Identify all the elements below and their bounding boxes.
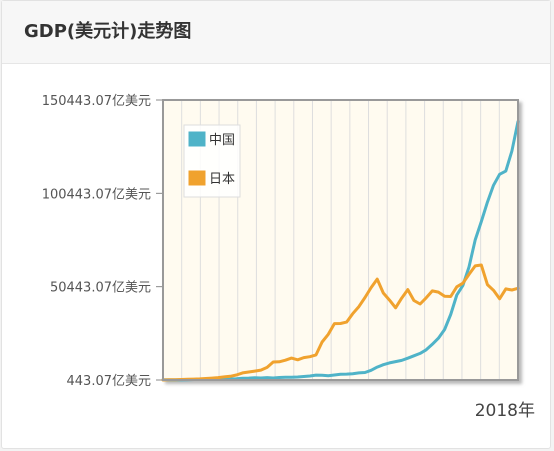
y-tick-label: 100443.07亿美元 — [42, 187, 151, 202]
gridlines — [181, 100, 500, 380]
plot-area-border — [162, 99, 519, 381]
legend-swatch-china — [187, 130, 207, 148]
y-tick-label: 443.07亿美元 — [67, 374, 152, 389]
y-tick-label: 150443.07亿美元 — [42, 94, 151, 109]
legend-label-china: 中国 — [209, 133, 235, 148]
card-header: GDP(美元计)走势图 — [2, 1, 550, 64]
legend-swatch-japan — [187, 169, 207, 187]
legend-label-japan: 日本 — [209, 172, 235, 187]
legend: 中国 日本 — [183, 124, 241, 198]
x-tick-label: 2018年 — [475, 401, 535, 421]
y-tick-label: 50443.07亿美元 — [50, 281, 151, 296]
chart-title: GDP(美元计)走势图 — [24, 21, 192, 42]
series-line-japan — [161, 263, 520, 382]
y-axis: 150443.07亿美元 100443.07亿美元 50443.07亿美元 443.0… — [42, 94, 163, 389]
